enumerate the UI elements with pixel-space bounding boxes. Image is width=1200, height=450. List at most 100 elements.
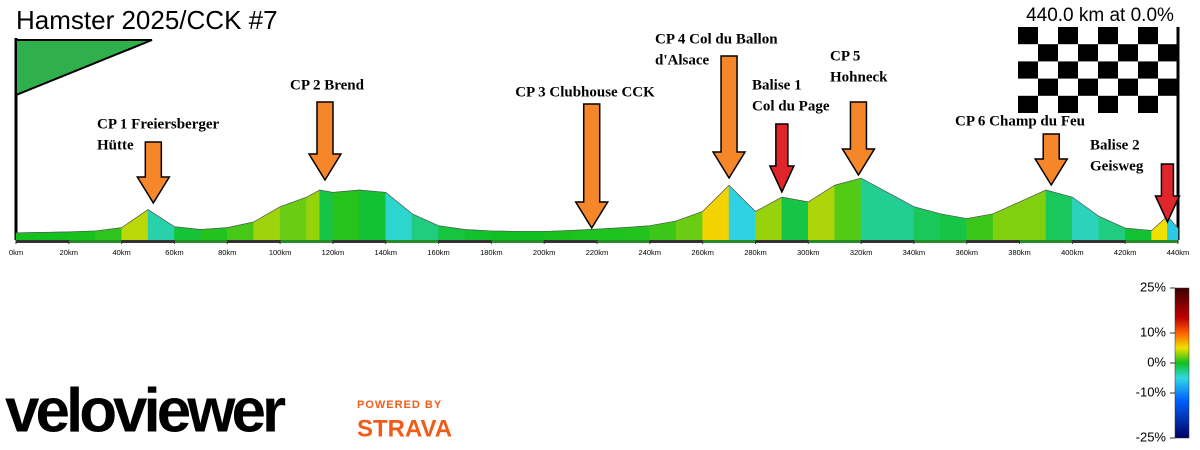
x-tick-label: 340km (903, 248, 926, 257)
checkpoint-label: d'Alsace (655, 52, 710, 68)
profile-segment (147, 209, 175, 241)
checkpoint-label: Balise 2 (1090, 137, 1140, 153)
profile-segment (1019, 189, 1047, 241)
colorbar-label: 0% (1147, 354, 1166, 369)
flag-square (1058, 78, 1078, 96)
distance-band (861, 240, 914, 243)
checkpoint-arrow (574, 103, 610, 230)
flag-square (1118, 95, 1138, 113)
x-tick-label: 140km (374, 248, 397, 257)
x-tick-label: 60km (165, 248, 183, 257)
checkpoint-arrow (711, 55, 747, 180)
profile (15, 177, 1179, 241)
checkpoint-arrow (768, 123, 796, 194)
flag-square (1098, 44, 1118, 62)
distance-band (808, 240, 862, 243)
profile-segment (385, 191, 413, 241)
checkpoint-label: CP 6 Champ du Feu (955, 113, 1085, 129)
colorbar-label: -25% (1136, 429, 1167, 444)
profile-segment (1045, 189, 1073, 241)
start-flag (15, 39, 153, 97)
checkpoint-label: CP 3 Clubhouse CCK (515, 84, 655, 100)
flag-square (1118, 61, 1138, 79)
powered-by: POWERED BY (357, 399, 442, 411)
profile-segment (755, 196, 783, 241)
flag-square (1158, 95, 1178, 113)
colorbar-label: -10% (1136, 384, 1167, 399)
checkpoint-label: CP 1 Freiersberger (97, 116, 220, 132)
x-tick-label: 120km (322, 248, 345, 257)
profile-segment (649, 220, 677, 241)
distance-band (491, 240, 545, 243)
checkpoint-label: Geisweg (1090, 158, 1144, 174)
distance-band (68, 240, 122, 243)
colorbar-label: 10% (1140, 324, 1166, 339)
checkpoint-label: Col du Page (752, 98, 830, 114)
distance-band (280, 240, 333, 243)
distance-band (332, 240, 386, 243)
x-tick-label: 280km (744, 248, 767, 257)
profile-segment (834, 177, 862, 241)
x-tick-label: 260km (691, 248, 714, 257)
flag-square (1138, 78, 1158, 96)
profile-segment (68, 230, 96, 241)
colorbar-label: 25% (1140, 279, 1166, 294)
x-tick-label: 100km (269, 248, 292, 257)
profile-segment (359, 189, 386, 241)
x-tick-label: 380km (1008, 248, 1031, 257)
finish-flag (1018, 27, 1178, 113)
flag-square (1018, 44, 1038, 62)
profile-segment (675, 211, 703, 241)
profile-segment (42, 231, 70, 241)
flag-square (1158, 61, 1178, 79)
distance-band (755, 240, 809, 243)
flag-square (1078, 95, 1098, 113)
x-tick-label: 180km (480, 248, 503, 257)
profile-segment (596, 227, 624, 241)
profile-segment (411, 213, 439, 241)
checkpoint-arrow (841, 101, 876, 177)
x-tick-label: 320km (850, 248, 873, 257)
profile-segment (174, 226, 202, 241)
distance-band (649, 240, 703, 243)
checkpoint-label: Hütte (97, 137, 134, 153)
checkpoint-arrow (1154, 163, 1181, 224)
distance-band (913, 240, 967, 243)
profile-segment (702, 184, 730, 241)
x-tick-label: 300km (797, 248, 820, 257)
profile-segment (1098, 215, 1126, 241)
x-tick-label: 20km (60, 248, 78, 257)
checkpoint-label: CP 2 Brend (290, 77, 365, 93)
profile-segment (15, 232, 43, 241)
profile-segment (543, 230, 571, 241)
profile-segment (1072, 196, 1100, 241)
summary: 440.0 km at 0.0% (1026, 5, 1174, 26)
profile-segment (319, 189, 334, 241)
profile-segment (728, 184, 756, 241)
profile-segment (517, 231, 545, 241)
x-tick-label: 420km (1114, 248, 1137, 257)
distance-band (16, 240, 69, 243)
flag-square (1038, 61, 1058, 79)
distance-band (1072, 240, 1126, 243)
x-tick-label: 220km (586, 248, 609, 257)
profile-segment (860, 177, 888, 241)
checkpoint-arrow (1033, 133, 1069, 187)
distance-band (1125, 240, 1178, 243)
flag-square (1078, 27, 1098, 45)
distance-band (597, 240, 650, 243)
flag-square (1118, 27, 1138, 45)
flag-square (1038, 95, 1058, 113)
profile-segment (623, 225, 651, 241)
flag-square (1058, 44, 1078, 62)
x-tick-label: 360km (955, 248, 978, 257)
title: Hamster 2025/CCK #7 (16, 5, 278, 35)
x-tick-label: 400km (1061, 248, 1084, 257)
distance-band (702, 240, 756, 243)
x-tick-label: 0km (9, 248, 23, 257)
profile-segment (491, 230, 519, 241)
flag-square (1018, 78, 1038, 96)
flag-square (1098, 78, 1118, 96)
